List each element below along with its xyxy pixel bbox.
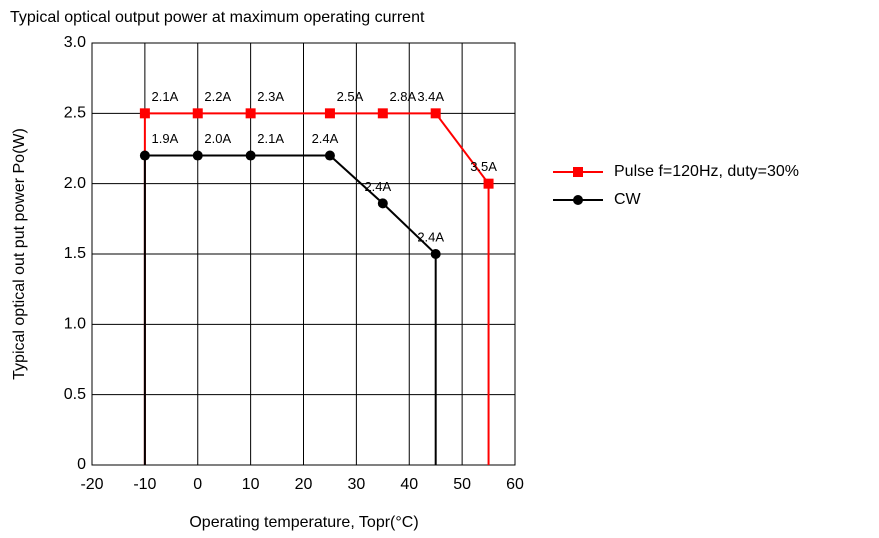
x-axis-label: Operating temperature, Topr(°C) [189, 514, 418, 531]
point-label: 1.9A [152, 131, 179, 146]
series-line [143, 112, 490, 465]
point-label: 2.5A [337, 89, 364, 104]
point-label: 2.4A [417, 229, 444, 244]
point-label: 2.0A [204, 131, 231, 146]
legend-marker [573, 195, 583, 205]
marker [430, 249, 441, 259]
marker [139, 150, 150, 161]
x-tick-label: -10 [133, 476, 156, 493]
marker [483, 178, 494, 189]
x-tick-label: 40 [400, 476, 418, 493]
y-tick-label: 2.0 [64, 175, 86, 192]
marker [377, 198, 388, 209]
marker [377, 108, 388, 119]
x-tick-label: -20 [80, 476, 103, 493]
point-label: 2.4A [364, 179, 391, 194]
marker [192, 108, 203, 119]
legend-label: Pulse f=120Hz, duty=30% [614, 163, 799, 180]
marker [192, 150, 203, 161]
y-tick-label: 2.5 [64, 105, 86, 122]
point-label: 2.1A [152, 89, 179, 104]
point-label: 2.4A [312, 131, 339, 146]
y-tick-label: 1.5 [64, 245, 86, 262]
marker [324, 150, 335, 161]
point-label: 2.8A [389, 89, 416, 104]
x-tick-label: 50 [453, 476, 471, 493]
plot-frame [91, 42, 516, 466]
chart-title: Typical optical output power at maximum … [10, 9, 425, 26]
series-line [143, 154, 437, 465]
y-axis-label: Typical optical out put power Po(W) [11, 128, 28, 380]
point-label: 3.5A [470, 159, 497, 174]
x-tick-label: 30 [347, 476, 365, 493]
point-label: 2.3A [257, 89, 284, 104]
point-label: 2.1A [257, 131, 284, 146]
x-tick-label: 0 [193, 476, 202, 493]
y-tick-label: 1.0 [64, 316, 86, 333]
x-tick-label: 10 [242, 476, 260, 493]
x-tick-label: 60 [506, 476, 524, 493]
y-tick-label: 0 [77, 456, 86, 473]
legend-marker [573, 167, 583, 177]
y-tick-label: 0.5 [64, 386, 86, 403]
marker [430, 108, 441, 119]
marker [324, 108, 335, 119]
x-tick-label: 20 [295, 476, 313, 493]
point-label: 2.2A [204, 89, 231, 104]
marker [139, 108, 150, 119]
y-tick-label: 3.0 [64, 34, 86, 51]
marker [245, 150, 256, 161]
marker [245, 108, 256, 119]
point-label: 3.4A [417, 89, 444, 104]
legend-label: CW [614, 191, 642, 208]
